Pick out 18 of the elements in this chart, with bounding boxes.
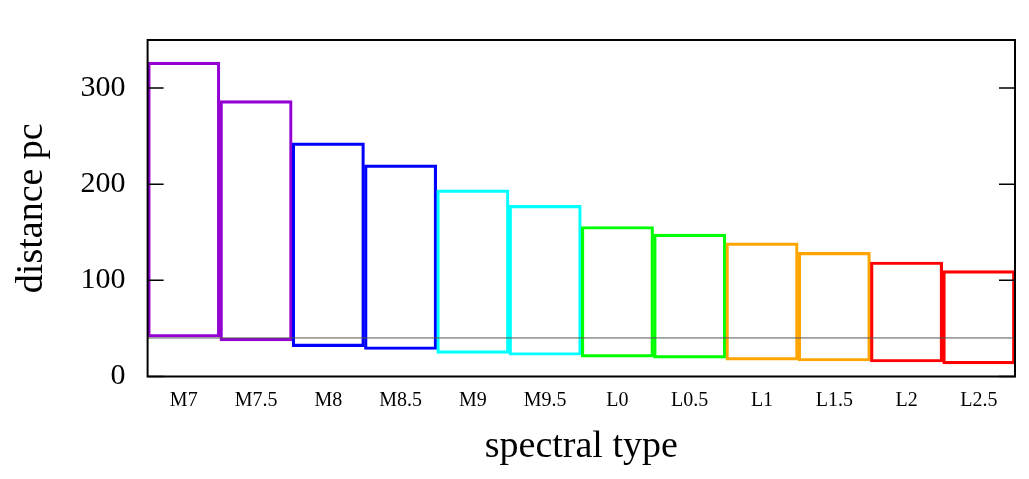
x-tick-label: M8 — [314, 387, 343, 410]
x-tick-label: M7 — [169, 387, 198, 410]
y-tick-label: 200 — [80, 165, 126, 199]
y-tick-label: 100 — [80, 261, 126, 295]
y-tick-label: 0 — [110, 357, 126, 391]
x-tick-label: M9 — [458, 387, 487, 410]
x-tick-label: L1.5 — [815, 387, 853, 410]
y-tick-label: 300 — [80, 68, 126, 102]
x-tick-label: M8.5 — [379, 387, 422, 410]
x-axis-title: spectral type — [484, 423, 678, 466]
x-tick-label: L2 — [895, 387, 918, 410]
x-tick-label: L2.5 — [960, 387, 998, 410]
y-axis-title: distance pc — [7, 123, 50, 294]
x-tick-label: L1 — [750, 387, 774, 410]
x-tick-label: L0.5 — [671, 387, 709, 410]
x-tick-label: M7.5 — [234, 387, 278, 410]
x-tick-label: L0 — [606, 387, 629, 410]
x-tick-label: M9.5 — [523, 387, 567, 410]
